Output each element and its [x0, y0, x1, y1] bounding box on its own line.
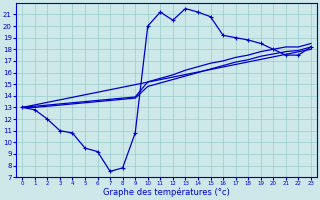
- X-axis label: Graphe des températures (°c): Graphe des températures (°c): [103, 188, 230, 197]
